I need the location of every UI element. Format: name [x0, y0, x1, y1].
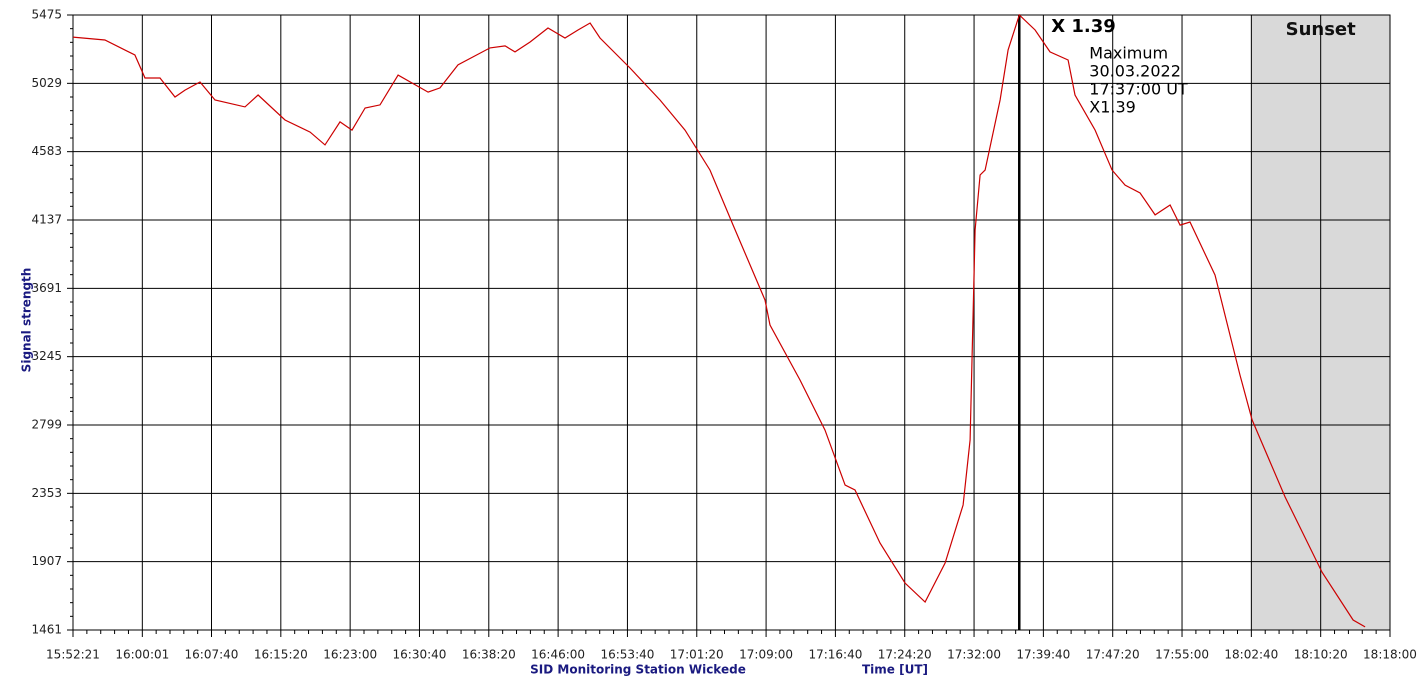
- x-tick-label: 18:18:00: [1363, 648, 1417, 662]
- x-tick-label: 17:39:40: [1016, 648, 1070, 662]
- x-tick-label: 15:52:21: [46, 648, 100, 662]
- y-tick-label: 3245: [31, 349, 62, 363]
- x-tick-label: 17:24:20: [878, 648, 932, 662]
- info-text: Maximum: [1089, 44, 1168, 63]
- y-tick-label: 1907: [31, 554, 62, 568]
- y-tick-label: 5475: [31, 8, 62, 22]
- x-tick-label: 17:32:00: [947, 648, 1001, 662]
- x-tick-label: 16:00:01: [115, 648, 169, 662]
- y-tick-label: 2353: [31, 486, 62, 500]
- y-tick-label: 2799: [31, 418, 62, 432]
- y-axis-label: Signal strength: [20, 268, 34, 373]
- y-tick-label: 5029: [31, 76, 62, 90]
- info-text: 17:37:00 UT: [1089, 80, 1188, 99]
- x-tick-label: 16:30:40: [393, 648, 447, 662]
- x-tick-label: 17:16:40: [808, 648, 862, 662]
- x-tick-label: 18:10:20: [1294, 648, 1348, 662]
- y-tick-label: 4583: [31, 144, 62, 158]
- y-tick-label: 1461: [31, 623, 62, 637]
- x-tick-label: 16:15:20: [254, 648, 308, 662]
- marker-label: X 1.39: [1051, 16, 1116, 37]
- x-tick-label: 16:46:00: [531, 648, 585, 662]
- x-tick-label: 16:07:40: [185, 648, 239, 662]
- x-tick-label: 18:02:40: [1224, 648, 1278, 662]
- signal-line: [72, 13, 1366, 628]
- x-tick-label: 17:09:00: [739, 648, 793, 662]
- y-tick-label: 3691: [31, 281, 62, 295]
- x-tick-label: 16:53:40: [600, 648, 654, 662]
- y-tick-label: 4137: [31, 213, 62, 227]
- footer: SID Monitoring Station Wickede: [530, 663, 746, 677]
- x-tick-label: 16:23:00: [323, 648, 377, 662]
- x-tick-label: 17:47:20: [1086, 648, 1140, 662]
- x-tick-label: 17:01:20: [670, 648, 724, 662]
- info-text: 30.03.2022: [1089, 62, 1181, 81]
- plot-frame: [72, 14, 1391, 631]
- x-tick-label: 17:55:00: [1155, 648, 1209, 662]
- x-axis-label: Time [UT]: [862, 663, 928, 677]
- info-text: X1.39: [1089, 98, 1136, 117]
- x-tick-label: 16:38:20: [462, 648, 516, 662]
